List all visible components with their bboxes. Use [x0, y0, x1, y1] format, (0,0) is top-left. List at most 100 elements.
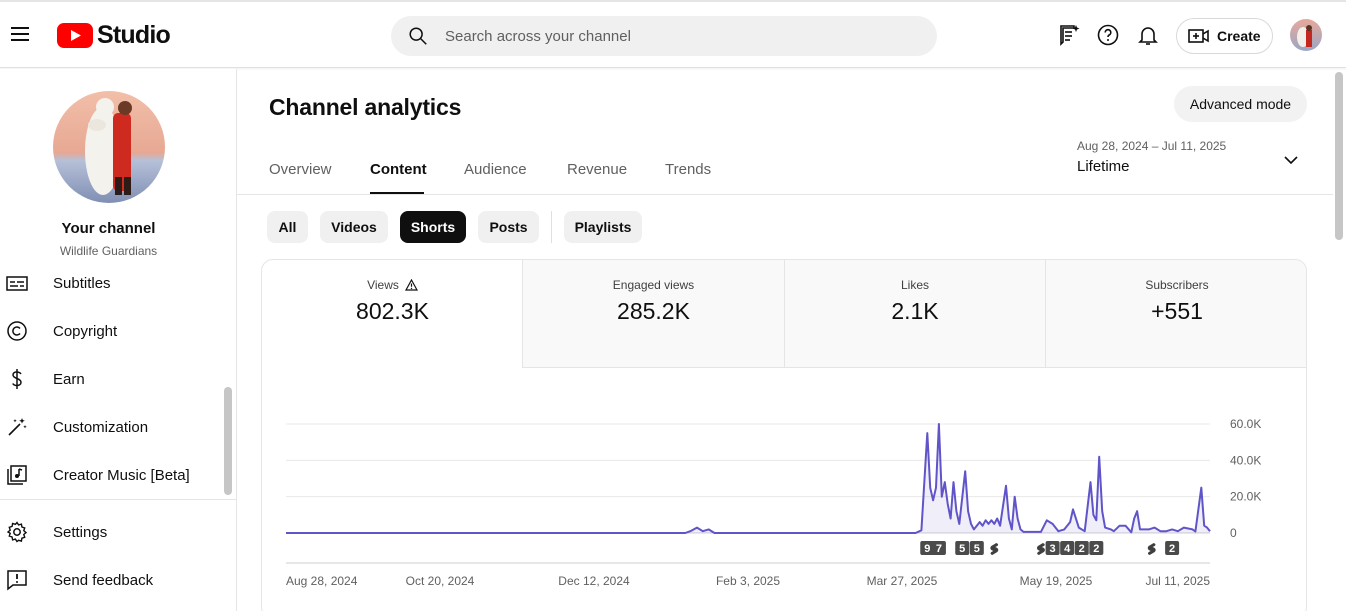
account-avatar[interactable] [1290, 19, 1322, 51]
metric-value: +551 [1151, 298, 1203, 324]
upload-marker [1089, 541, 1104, 555]
upload-marker [931, 541, 946, 555]
upload-marker-count: 2 [1169, 543, 1175, 555]
sidebar-item-label: Customization [53, 418, 149, 436]
sidebar-item-customization[interactable]: Customization [0, 407, 222, 447]
sidebar-item-copyright[interactable]: Copyright [0, 311, 222, 351]
metric-views[interactable]: Views 802.3K [262, 260, 523, 368]
metric-label: Engaged views [612, 278, 695, 292]
hamburger-menu-icon[interactable] [6, 20, 34, 48]
metric-subscribers[interactable]: Subscribers +551 [1045, 260, 1306, 368]
upload-marker [1045, 541, 1060, 555]
metric-value: 802.3K [356, 298, 429, 324]
sidebar-item-earn[interactable]: Earn [0, 359, 222, 399]
chevron-down-icon [1284, 156, 1298, 165]
metric-engaged-views[interactable]: Engaged views 285.2K [522, 260, 784, 368]
date-range-picker[interactable]: Aug 28, 2024 – Jul 11, 2025 Lifetime [1077, 139, 1307, 179]
tab-content[interactable]: Content [370, 161, 427, 178]
sidebar-item-label: Send feedback [53, 571, 154, 589]
sidebar-item-creator-music[interactable]: Creator Music [Beta] [0, 455, 222, 495]
sidebar-item-subtitles[interactable]: Subtitles [0, 263, 222, 303]
channel-avatar-image [53, 91, 165, 203]
metric-label: Subscribers [1145, 278, 1209, 292]
studio-logo[interactable]: Studio [57, 21, 171, 50]
main-content: Channel analytics Advanced mode Overview… [237, 69, 1346, 611]
sidebar-item-send-feedback[interactable]: Send feedback [0, 560, 222, 600]
chip-shorts[interactable]: Shorts [400, 211, 466, 243]
shorts-icon [1147, 543, 1156, 555]
warning-icon[interactable] [404, 279, 418, 291]
upload-marker [920, 541, 935, 555]
analytics-card: Views 802.3K Engaged views 285.2K Likes … [261, 259, 1307, 611]
create-label: Create [1217, 28, 1261, 44]
tab-overview[interactable]: Overview [269, 161, 332, 178]
chip-videos[interactable]: Videos [320, 211, 388, 243]
feedback-icon [6, 569, 28, 591]
date-range-period: Lifetime [1077, 158, 1130, 175]
chip-divider [551, 211, 552, 243]
sidebar-item-label: Earn [53, 370, 85, 388]
x-tick-label: May 19, 2025 [1020, 574, 1093, 588]
y-tick-label: 20.0K [1230, 490, 1261, 504]
x-tick-label: Dec 12, 2024 [558, 574, 630, 588]
main-scrollbar[interactable] [1335, 72, 1343, 240]
sidebar-scrollbar[interactable] [224, 387, 232, 495]
tab-trends[interactable]: Trends [665, 161, 712, 178]
x-tick-label: Mar 27, 2025 [867, 574, 938, 588]
tabs-divider [237, 194, 1333, 195]
sidebar-item-label: Creator Music [Beta] [53, 466, 190, 484]
help-icon[interactable] [1096, 23, 1120, 47]
advanced-mode-button[interactable]: Advanced mode [1174, 86, 1307, 122]
create-button[interactable]: Create [1176, 18, 1273, 54]
search-input[interactable] [445, 27, 905, 45]
sidebar: Your channel Wildlife Guardians Subtitle… [0, 69, 237, 611]
upload-marker-count: 9 [924, 543, 930, 555]
x-tick-label: Feb 3, 2025 [716, 574, 780, 588]
upload-marker [1165, 541, 1180, 555]
x-tick-label: Oct 20, 2024 [406, 574, 475, 588]
upload-marker-count: 5 [974, 543, 980, 555]
upload-marker-count: 2 [1079, 543, 1085, 555]
tab-audience[interactable]: Audience [464, 161, 527, 178]
metric-likes[interactable]: Likes 2.1K [784, 260, 1045, 368]
subtitles-icon [6, 272, 28, 294]
shorts-icon [1036, 543, 1045, 555]
music-library-icon [6, 464, 28, 486]
shorts-icon [990, 543, 999, 555]
upload-marker [1060, 541, 1075, 555]
chip-all[interactable]: All [267, 211, 308, 243]
metric-label: Likes [900, 278, 929, 292]
chip-playlists[interactable]: Playlists [564, 211, 642, 243]
top-bar: Studio Create [0, 4, 1346, 68]
search-bar[interactable] [391, 16, 937, 56]
chip-posts[interactable]: Posts [478, 211, 539, 243]
feedback-comments-icon[interactable] [1057, 23, 1081, 47]
notifications-bell-icon[interactable] [1136, 23, 1160, 47]
upload-marker-count: 2 [1093, 543, 1099, 555]
channel-title: Your channel [61, 220, 156, 237]
create-video-icon [1188, 29, 1209, 43]
tab-revenue[interactable]: Revenue [567, 161, 628, 178]
sidebar-item-settings[interactable]: Settings [0, 512, 222, 552]
account-avatar-image [1290, 19, 1322, 51]
upload-marker-count: 4 [1064, 543, 1071, 555]
x-tick-label: Aug 28, 2024 [286, 574, 358, 588]
sidebar-divider [0, 499, 237, 500]
x-tick-label: Jul 11, 2025 [1146, 574, 1211, 588]
search-icon [409, 27, 427, 45]
y-tick-label: 0 [1230, 526, 1237, 540]
logo-text: Studio [97, 21, 171, 49]
y-tick-label: 40.0K [1230, 453, 1261, 467]
channel-avatar[interactable] [53, 91, 165, 203]
metric-value: 285.2K [617, 298, 690, 324]
upload-marker-count: 7 [936, 543, 942, 555]
youtube-logo-icon [57, 23, 93, 48]
upload-marker [969, 541, 984, 555]
date-range-dates: Aug 28, 2024 – Jul 11, 2025 [1077, 139, 1227, 153]
upload-marker-count: 5 [959, 543, 965, 555]
metric-value: 2.1K [891, 298, 939, 324]
sidebar-item-label: Settings [53, 523, 108, 541]
gear-icon [6, 521, 28, 543]
active-tab-indicator [370, 192, 424, 194]
